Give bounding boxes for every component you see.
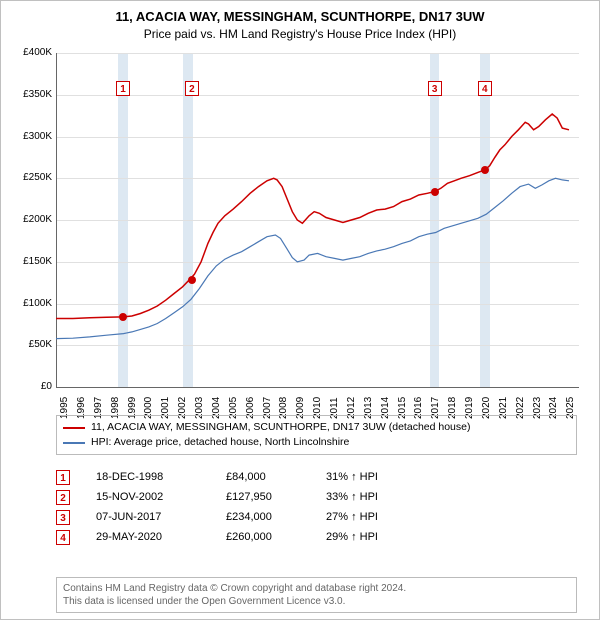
transaction-marker: 2 bbox=[56, 490, 70, 505]
transaction-date: 15-NOV-2002 bbox=[96, 491, 226, 503]
transaction-marker: 4 bbox=[56, 530, 70, 545]
transaction-date: 18-DEC-1998 bbox=[96, 471, 226, 483]
chart-container: 11, ACACIA WAY, MESSINGHAM, SCUNTHORPE, … bbox=[0, 0, 600, 620]
transaction-row: 3 07-JUN-2017 £234,000 27% ↑ HPI bbox=[56, 507, 577, 527]
transaction-date: 29-MAY-2020 bbox=[96, 531, 226, 543]
transaction-row: 4 29-MAY-2020 £260,000 29% ↑ HPI bbox=[56, 527, 577, 547]
transaction-row: 2 15-NOV-2002 £127,950 33% ↑ HPI bbox=[56, 487, 577, 507]
transaction-marker: 1 bbox=[56, 470, 70, 485]
sale-marker-4: 4 bbox=[478, 81, 492, 96]
sale-marker-1: 1 bbox=[116, 81, 130, 96]
legend: 11, ACACIA WAY, MESSINGHAM, SCUNTHORPE, … bbox=[56, 415, 577, 455]
transaction-price: £260,000 bbox=[226, 531, 326, 543]
transaction-vs-hpi: 27% ↑ HPI bbox=[326, 511, 446, 523]
legend-item: HPI: Average price, detached house, Nort… bbox=[63, 435, 570, 450]
footer-attribution: Contains HM Land Registry data © Crown c… bbox=[56, 577, 577, 613]
sale-dot bbox=[188, 276, 196, 284]
footer-line-2: This data is licensed under the Open Gov… bbox=[63, 595, 570, 608]
legend-label: 11, ACACIA WAY, MESSINGHAM, SCUNTHORPE, … bbox=[91, 420, 470, 435]
transaction-vs-hpi: 33% ↑ HPI bbox=[326, 491, 446, 503]
transaction-vs-hpi: 29% ↑ HPI bbox=[326, 531, 446, 543]
series-svg bbox=[1, 1, 600, 421]
legend-item: 11, ACACIA WAY, MESSINGHAM, SCUNTHORPE, … bbox=[63, 420, 570, 435]
transaction-price: £84,000 bbox=[226, 471, 326, 483]
transaction-price: £234,000 bbox=[226, 511, 326, 523]
sale-marker-3: 3 bbox=[428, 81, 442, 96]
transaction-price: £127,950 bbox=[226, 491, 326, 503]
footer-line-1: Contains HM Land Registry data © Crown c… bbox=[63, 582, 570, 595]
transaction-date: 07-JUN-2017 bbox=[96, 511, 226, 523]
transactions-table: 1 18-DEC-1998 £84,000 31% ↑ HPI 2 15-NOV… bbox=[56, 467, 577, 547]
legend-label: HPI: Average price, detached house, Nort… bbox=[91, 435, 349, 450]
sale-marker-2: 2 bbox=[185, 81, 199, 96]
transaction-marker: 3 bbox=[56, 510, 70, 525]
sale-dot bbox=[119, 313, 127, 321]
sale-dot bbox=[481, 166, 489, 174]
transaction-row: 1 18-DEC-1998 £84,000 31% ↑ HPI bbox=[56, 467, 577, 487]
transaction-vs-hpi: 31% ↑ HPI bbox=[326, 471, 446, 483]
sale-dot bbox=[431, 188, 439, 196]
